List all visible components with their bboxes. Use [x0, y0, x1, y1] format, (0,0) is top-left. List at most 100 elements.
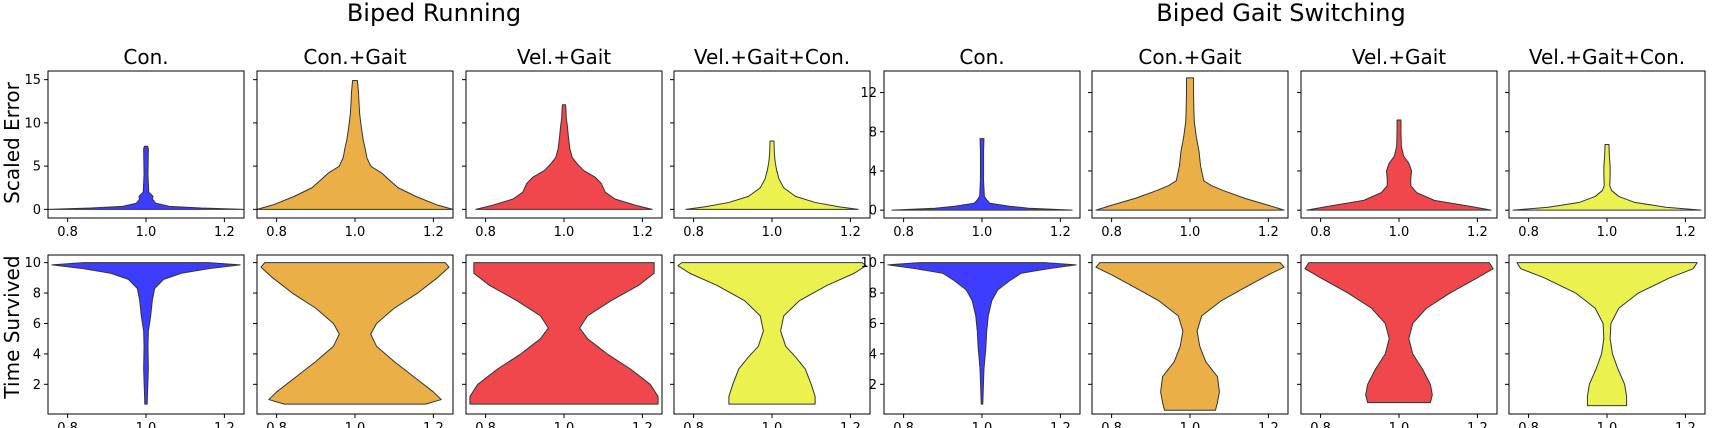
scaled-error-panel-2-xtick-label-1: 0.8	[266, 225, 287, 240]
time-survived-panel-8-xtick-label-1: 0.8	[1518, 421, 1539, 428]
scaled-error-panel-7: 0.8 1.0 1.2	[1297, 70, 1498, 240]
column-title-3-vel-plus-gait: Vel.+Gait	[517, 45, 611, 69]
scaled-error-panel-8-violin-vel-plus-gait-plus-con	[1512, 144, 1702, 211]
scaled-error-panel-8-xtick-label-2: 1.0	[1597, 225, 1618, 240]
scaled-error-panel-2: 0.8 1.0 1.2	[253, 70, 454, 240]
scaled-error-panel-7-xtick-label-3: 1.2	[1467, 225, 1488, 240]
time-survived-panel-7-xtick-label-2: 1.0	[1389, 421, 1410, 428]
time-survived-panel-3-xtick-label-3: 1.2	[632, 421, 653, 428]
column-title-5-con: Con.	[959, 45, 1004, 69]
time-survived-panel-4-violin-vel-plus-gait-plus-con	[677, 262, 867, 405]
time-survived-panel-3-xtick-label-2: 1.0	[554, 421, 575, 428]
scaled-error-panel-4: 0.8 1.0 1.2	[670, 70, 871, 240]
scaled-error-panel-8: 0.8 1.0 1.2	[1505, 70, 1706, 240]
time-survived-panel-1: 0.8 1.0 1.2 2 4 6 8 10	[24, 254, 245, 428]
scaled-error-panel-2-xtick-label-3: 1.2	[423, 225, 444, 240]
scaled-error-panel-1-ytick-label-2: 5	[33, 160, 41, 175]
time-survived-panel-4-xtick-label-2: 1.0	[762, 421, 783, 428]
scaled-error-panel-1-xtick-label-1: 0.8	[57, 225, 78, 240]
scaled-error-panel-7-xtick-label-1: 0.8	[1310, 225, 1331, 240]
scaled-error-panel-1: 0.8 1.0 1.2 0 5 10 15	[24, 70, 245, 240]
column-title-8-vel-plus-gait-plus-con: Vel.+Gait+Con.	[1529, 45, 1685, 69]
scaled-error-panel-4-xtick-label-1: 0.8	[683, 225, 704, 240]
time-survived-panel-4-xtick-label-3: 1.2	[840, 421, 861, 428]
time-survived-panel-1-violin-con	[51, 262, 241, 405]
column-title-6-con-plus-gait: Con.+Gait	[1138, 45, 1241, 69]
scaled-error-panel-2-violin-con-plus-gait	[256, 80, 454, 210]
time-survived-panel-7-xtick-label-1: 0.8	[1310, 421, 1331, 428]
time-survived-panel-6-xtick-label-1: 0.8	[1101, 421, 1122, 428]
time-survived-panel-8-violin-vel-plus-gait-plus-con	[1516, 262, 1698, 407]
scaled-error-panel-7-violin-vel-plus-gait	[1306, 119, 1492, 211]
time-survived-panel-1-ytick-label-5: 10	[24, 256, 41, 271]
scaled-error-panel-1-xtick-label-2: 1.0	[136, 225, 157, 240]
scaled-error-panel-5-xtick-label-3: 1.2	[1050, 225, 1071, 240]
row-label-time-survived: Time Survived	[0, 255, 24, 399]
group-title-biped-gait-switching: Biped Gait Switching	[1156, 0, 1405, 27]
scaled-error-panel-5: 0.8 1.0 1.2 0 4 8 12	[860, 70, 1081, 240]
time-survived-panel-7: 0.8 1.0 1.2	[1297, 254, 1498, 428]
time-survived-panel-8-xtick-label-2: 1.0	[1597, 421, 1618, 428]
time-survived-panel-2-xtick-label-1: 0.8	[266, 421, 287, 428]
column-title-7-vel-plus-gait: Vel.+Gait	[1352, 45, 1446, 69]
scaled-error-panel-1-xtick-label-3: 1.2	[214, 225, 235, 240]
scaled-error-panel-8-xtick-label-1: 0.8	[1518, 225, 1539, 240]
scaled-error-panel-5-ytick-label-2: 4	[869, 164, 877, 179]
time-survived-panel-4: 0.8 1.0 1.2	[670, 254, 871, 428]
scaled-error-panel-6-xtick-label-3: 1.2	[1258, 225, 1279, 240]
column-title-2-con-plus-gait: Con.+Gait	[303, 45, 406, 69]
scaled-error-panel-3-xtick-label-2: 1.0	[554, 225, 575, 240]
time-survived-panel-2: 0.8 1.0 1.2	[253, 254, 454, 428]
time-survived-panel-1-ytick-label-3: 6	[33, 317, 41, 332]
time-survived-panel-6-violin-con-plus-gait	[1095, 262, 1285, 411]
scaled-error-panel-1-ytick-label-4: 15	[24, 73, 41, 88]
time-survived-panel-5-violin-con	[887, 262, 1077, 405]
time-survived-panel-5-ytick-label-4: 8	[869, 287, 877, 302]
time-survived-panel-2-violin-con-plus-gait	[260, 262, 450, 405]
scaled-error-panel-1-ytick-label-3: 10	[24, 116, 41, 131]
scaled-error-panel-5-xtick-label-1: 0.8	[893, 225, 914, 240]
scaled-error-panel-4-xtick-label-2: 1.0	[762, 225, 783, 240]
time-survived-panel-1-ytick-label-4: 8	[33, 287, 41, 302]
time-survived-panel-1-xtick-label-2: 1.0	[136, 421, 157, 428]
time-survived-panel-6: 0.8 1.0 1.2	[1088, 254, 1289, 428]
scaled-error-panel-7-xtick-label-2: 1.0	[1389, 225, 1410, 240]
scaled-error-panel-5-ytick-label-3: 8	[869, 125, 877, 140]
time-survived-panel-5-ytick-label-1: 2	[869, 378, 877, 393]
scaled-error-panel-6-violin-con-plus-gait	[1095, 77, 1285, 211]
scaled-error-panel-6-xtick-label-2: 1.0	[1180, 225, 1201, 240]
column-title-1-con: Con.	[123, 45, 168, 69]
time-survived-panel-3: 0.8 1.0 1.2	[462, 254, 663, 428]
time-survived-panel-8: 0.8 1.0 1.2	[1505, 254, 1706, 428]
time-survived-panel-5: 0.8 1.0 1.2 2 4 6 8 10	[860, 254, 1081, 428]
scaled-error-panel-5-ytick-label-4: 12	[860, 86, 877, 101]
time-survived-panel-5-ytick-label-3: 6	[869, 317, 877, 332]
scaled-error-panel-2-xtick-label-2: 1.0	[345, 225, 366, 240]
scaled-error-panel-6: 0.8 1.0 1.2	[1088, 70, 1289, 240]
time-survived-panel-5-ytick-label-2: 4	[869, 347, 877, 362]
time-survived-panel-6-xtick-label-3: 1.2	[1258, 421, 1279, 428]
time-survived-panel-5-xtick-label-1: 0.8	[893, 421, 914, 428]
time-survived-panel-1-xtick-label-3: 1.2	[214, 421, 235, 428]
scaled-error-panel-1-violin-con	[47, 145, 245, 210]
scaled-error-panel-3-xtick-label-1: 0.8	[475, 225, 496, 240]
time-survived-panel-4-xtick-label-1: 0.8	[683, 421, 704, 428]
time-survived-panel-5-xtick-label-3: 1.2	[1050, 421, 1071, 428]
time-survived-panel-8-xtick-label-3: 1.2	[1675, 421, 1696, 428]
scaled-error-panel-5-ytick-label-1: 0	[869, 204, 877, 219]
time-survived-panel-5-xtick-label-2: 1.0	[972, 421, 993, 428]
scaled-error-panel-4-violin-vel-plus-gait-plus-con	[685, 140, 859, 210]
panels: 0.8 1.0 1.2 0 5 10 15 0.8 1.0 1.2 0.8 1.0 1.2 0.8 1.0 1…	[24, 70, 1706, 428]
scaled-error-panel-8-xtick-label-3: 1.2	[1675, 225, 1696, 240]
scaled-error-panel-3-xtick-label-3: 1.2	[632, 225, 653, 240]
scaled-error-panel-5-xtick-label-2: 1.0	[972, 225, 993, 240]
time-survived-panel-7-xtick-label-3: 1.2	[1467, 421, 1488, 428]
scaled-error-panel-3-violin-vel-plus-gait	[475, 104, 653, 210]
time-survived-panel-3-violin-vel-plus-gait	[469, 262, 659, 405]
scaled-error-panel-6-xtick-label-1: 0.8	[1101, 225, 1122, 240]
time-survived-panel-7-violin-vel-plus-gait	[1304, 262, 1494, 404]
scaled-error-panel-1-ytick-label-1: 0	[33, 203, 41, 218]
time-survived-panel-5-ytick-label-5: 10	[860, 256, 877, 271]
row-label-scaled-error: Scaled Error	[0, 81, 24, 203]
